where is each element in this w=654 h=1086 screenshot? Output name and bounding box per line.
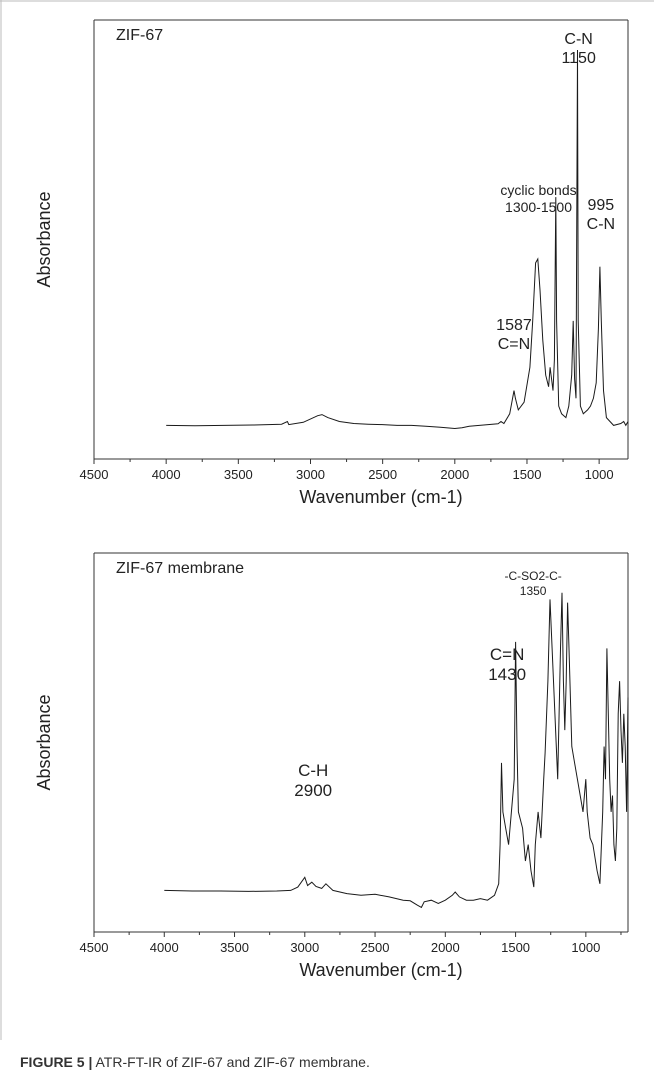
panel2-title: ZIF-67 membrane [116,560,244,577]
panel2-x-tick-label: 1000 [571,940,600,955]
panel2-y-axis-label: Absorbance [34,694,54,790]
panel1-annotation-label: C-N [564,31,592,48]
panel2-series-line [164,592,629,909]
panel1-annotation-label: 1587 [496,317,532,334]
panel1-y-axis-label: Absorbance [34,191,54,287]
panel1-annotation-label: 995 [588,197,615,214]
panel2-x-tick-label: 1500 [501,940,530,955]
panel1-x-tick-label: 3000 [296,467,325,482]
panel1-title: ZIF-67 [116,27,163,44]
panel1-x-tick-label: 4500 [80,467,109,482]
panel2-x-tick-label: 4500 [80,940,109,955]
panel1-annotation-label: C=N [498,336,530,353]
panel2-x-tick-label: 2000 [431,940,460,955]
panel1-annotation-label: C-N [587,216,615,233]
panel2-x-axis-label: Wavenumber (cm-1) [299,960,462,980]
panel1-x-tick-label: 1000 [585,467,614,482]
panel1-annotation-label: 1150 [561,50,596,67]
panel2-x-tick-label: 3000 [290,940,319,955]
panel1-annotation-label: cyclic bonds [500,182,576,198]
panel2-annotation-label: 1350 [520,584,547,598]
panel1-series-line [166,49,629,430]
panel2-annotation-label: -C-SO2-C- [504,569,561,583]
figure-caption-label: FIGURE 5 | [20,1054,93,1070]
panel1-x-tick-label: 2000 [440,467,469,482]
panel1-annotation-label: 1300-1500 [505,199,572,215]
panel1-x-tick-label: 3500 [224,467,253,482]
panel2-annotation-label: C-H [298,761,328,780]
panel2-annotation-label: 1430 [488,665,526,684]
panel1-x-tick-label: 1500 [513,467,542,482]
panel2-annotation-label: 2900 [294,781,332,800]
panel1-x-tick-label: 2500 [368,467,397,482]
panel2-annotation-label: C=N [490,645,524,664]
panel1-x-tick-label: 4000 [152,467,181,482]
panel2-x-tick-label: 2500 [361,940,390,955]
figure-caption: FIGURE 5 | ATR-FT-IR of ZIF-67 and ZIF-6… [20,1054,640,1070]
panel2-x-tick-label: 4000 [150,940,179,955]
panel1-x-axis-label: Wavenumber (cm-1) [299,487,462,507]
figure-caption-text: ATR-FT-IR of ZIF-67 and ZIF-67 membrane. [92,1054,370,1070]
panel2-x-tick-label: 3500 [220,940,249,955]
